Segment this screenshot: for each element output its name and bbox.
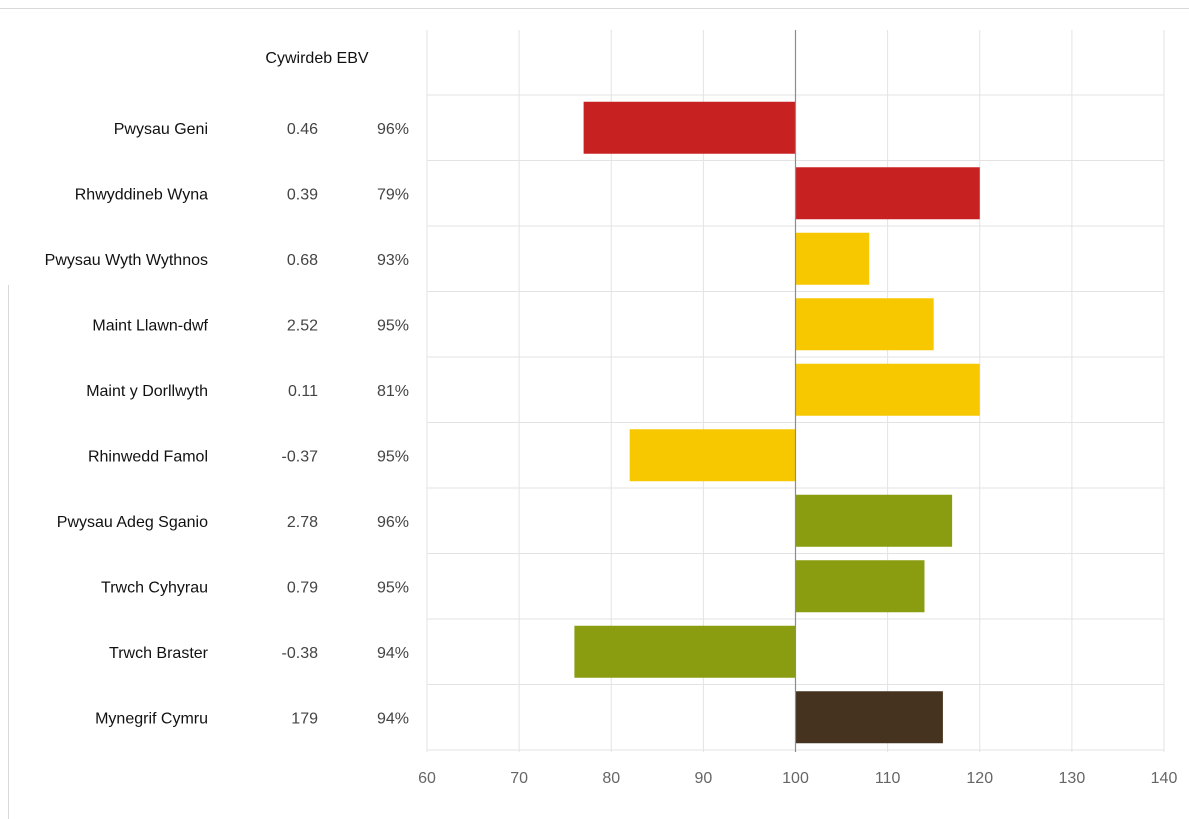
ebv-value-1: 0.39 bbox=[287, 186, 318, 203]
trait-label-6: Pwysau Adeg Sganio bbox=[57, 514, 208, 531]
bar-1 bbox=[795, 167, 980, 220]
bar-0 bbox=[583, 101, 796, 154]
bar-9 bbox=[795, 691, 943, 744]
bar-5 bbox=[629, 429, 796, 482]
trait-label-0: Pwysau Geni bbox=[114, 121, 208, 138]
accuracy-value-1: 79% bbox=[377, 186, 409, 203]
trait-label-8: Trwch Braster bbox=[109, 645, 209, 662]
bar-4 bbox=[795, 363, 980, 416]
trait-label-4: Maint y Dorllwyth bbox=[86, 383, 208, 400]
ebv-value-2: 0.68 bbox=[287, 252, 318, 269]
ebv-value-3: 2.52 bbox=[287, 317, 318, 334]
ebv-value-4: 0.11 bbox=[288, 383, 318, 400]
accuracy-value-4: 81% bbox=[377, 383, 409, 400]
x-tick-label-3: 90 bbox=[694, 770, 712, 787]
ebv-value-7: 0.79 bbox=[287, 579, 318, 596]
ebv-value-6: 2.78 bbox=[287, 514, 318, 531]
trait-label-7: Trwch Cyhyrau bbox=[101, 579, 208, 596]
trait-label-5: Rhinwedd Famol bbox=[88, 448, 208, 465]
accuracy-value-0: 96% bbox=[377, 121, 409, 138]
bar-7 bbox=[795, 560, 925, 613]
bar-2 bbox=[795, 232, 870, 285]
frame-left-border bbox=[8, 285, 9, 819]
accuracy-value-8: 94% bbox=[377, 645, 409, 662]
accuracy-value-6: 96% bbox=[377, 514, 409, 531]
bar-3 bbox=[795, 298, 934, 351]
accuracy-value-9: 94% bbox=[377, 710, 409, 727]
accuracy-value-7: 95% bbox=[377, 579, 409, 596]
x-tick-label-4: 100 bbox=[782, 770, 809, 787]
bar-8 bbox=[574, 625, 796, 678]
x-tick-label-2: 80 bbox=[602, 770, 620, 787]
accuracy-value-3: 95% bbox=[377, 317, 409, 334]
column-header: Cywirdeb EBV bbox=[265, 50, 368, 67]
trait-label-1: Rhwyddineb Wyna bbox=[75, 186, 208, 203]
trait-label-9: Mynegrif Cymru bbox=[95, 710, 208, 727]
ebv-value-0: 0.46 bbox=[287, 121, 318, 138]
bar-6 bbox=[795, 494, 953, 547]
x-tick-label-0: 60 bbox=[418, 770, 436, 787]
x-tick-label-7: 130 bbox=[1059, 770, 1086, 787]
ebv-value-5: -0.37 bbox=[282, 448, 319, 465]
x-tick-label-8: 140 bbox=[1151, 770, 1178, 787]
accuracy-value-5: 95% bbox=[377, 448, 409, 465]
frame-top-border bbox=[0, 8, 1189, 9]
accuracy-value-2: 93% bbox=[377, 252, 409, 269]
trait-label-2: Pwysau Wyth Wythnos bbox=[45, 252, 208, 269]
x-tick-label-6: 120 bbox=[966, 770, 993, 787]
x-tick-label-5: 110 bbox=[875, 770, 901, 787]
x-tick-label-1: 70 bbox=[510, 770, 528, 787]
row-labels: Pwysau Geni 0.46 96% Rhwyddineb Wyna 0.39 79%… bbox=[45, 121, 409, 728]
bars bbox=[574, 101, 980, 744]
x-axis-ticks: 60 70 80 90 100 110 120 130 140 bbox=[418, 770, 1177, 787]
ebv-value-9: 179 bbox=[291, 710, 318, 727]
ebv-value-8: -0.38 bbox=[282, 645, 319, 662]
trait-label-3: Maint Llawn-dwf bbox=[92, 317, 208, 334]
